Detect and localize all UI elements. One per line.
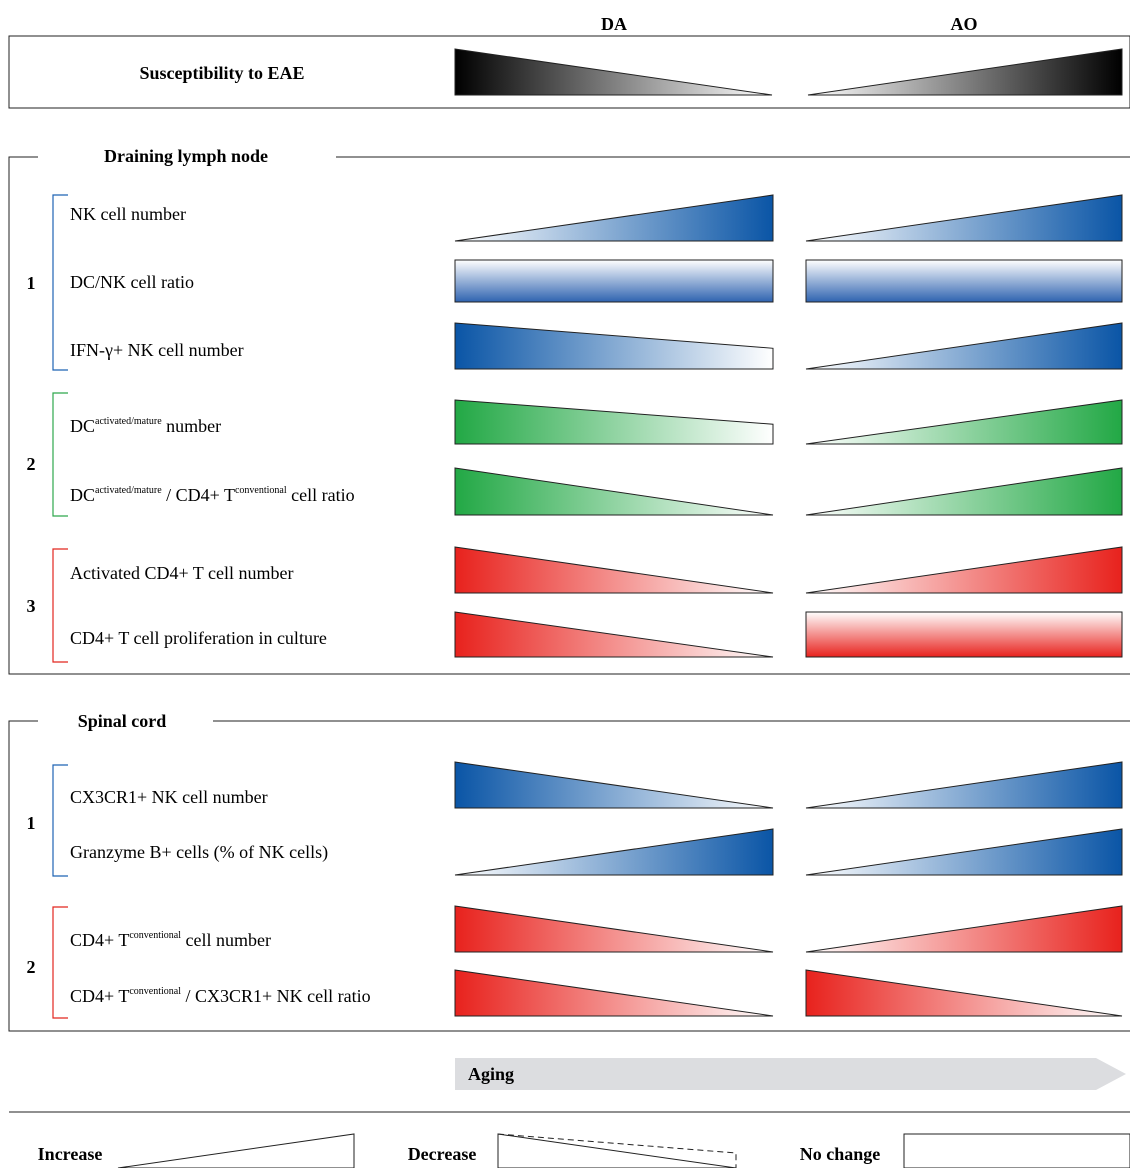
label-superscript: conventional <box>129 930 181 941</box>
bracket-sc-2 <box>52 906 68 1019</box>
row-label-cx3cr1-nk-number: CX3CR1+ NK cell number <box>70 787 268 807</box>
aging-label: Aging <box>468 1064 514 1084</box>
column-header-ao: AO <box>951 14 978 34</box>
group-number-ln-1: 1 <box>27 273 36 293</box>
susceptibility-label: Susceptibility to EAE <box>139 63 304 83</box>
indicator-shapes <box>454 194 1123 1017</box>
row-label-ifng-nk-number: IFN-γ+ NK cell number <box>70 340 244 360</box>
lymph-node-row-7-ao-indicator <box>805 611 1123 658</box>
lymph-node-row-2-ao-indicator <box>805 259 1123 303</box>
row-label-dc-cd4-ratio: DCactivated/mature / CD4+ Tconventional … <box>70 485 355 505</box>
lymph-node-title: Draining lymph node <box>104 146 268 166</box>
group-number-ln-2: 2 <box>27 454 36 474</box>
row-label-granzyme-b: Granzyme B+ cells (% of NK cells) <box>70 842 328 863</box>
group-number-sc-1: 1 <box>27 813 36 833</box>
label-part: cell number <box>181 930 271 950</box>
row-label-cd4-proliferation: CD4+ T cell proliferation in culture <box>70 628 327 648</box>
label-part: / CD4+ T <box>162 485 235 505</box>
legend-decrease-label: Decrease <box>408 1144 477 1164</box>
label-superscript: activated/mature <box>95 485 162 496</box>
lymph-node-row-7-da-indicator <box>454 611 774 658</box>
spinal-cord-row-4-ao-indicator <box>805 969 1123 1017</box>
bracket-ln-2 <box>52 392 68 517</box>
bracket-sc-1 <box>52 764 68 877</box>
lymph-node-row-3-da-indicator <box>454 322 774 370</box>
label-superscript: activated/mature <box>95 416 162 427</box>
bracket-ln-1 <box>52 194 68 371</box>
lymph-node-row-6-da-indicator <box>454 546 774 594</box>
spinal-cord-frame <box>8 720 1130 1032</box>
label-part: number <box>162 416 221 436</box>
susceptibility-box <box>8 35 1130 109</box>
lymph-node-row-4-ao-indicator <box>805 399 1123 445</box>
bracket-ln-3 <box>52 548 68 663</box>
spinal-cord-row-1-da-indicator <box>454 761 774 809</box>
spinal-cord-row-3-da-indicator <box>454 905 774 953</box>
label-superscript: conventional <box>129 986 181 997</box>
group-number-sc-2: 2 <box>27 957 36 977</box>
row-label-dc-nk-ratio: DC/NK cell ratio <box>70 272 194 292</box>
susceptibility-da-wedge <box>454 48 773 96</box>
label-part: DC <box>70 416 95 436</box>
legend-increase-label: Increase <box>38 1144 103 1164</box>
group-number-ln-3: 3 <box>27 596 36 616</box>
lymph-node-row-3-ao-indicator <box>805 322 1123 370</box>
spinal-cord-title: Spinal cord <box>78 711 167 731</box>
spinal-cord-row-2-da-indicator <box>454 828 774 876</box>
label-part: CD4+ T <box>70 986 129 1006</box>
susceptibility-ao-wedge <box>807 48 1123 96</box>
row-label-nk-cell-number: NK cell number <box>70 204 186 224</box>
row-label-activated-cd4-number: Activated CD4+ T cell number <box>70 563 293 583</box>
label-part: / CX3CR1+ NK cell ratio <box>181 986 371 1006</box>
lymph-node-row-6-ao-indicator <box>805 546 1123 594</box>
row-label-cd4-tconv-number: CD4+ Tconventional cell number <box>70 930 271 950</box>
legend-no-change-shape <box>903 1133 1130 1168</box>
spinal-cord-row-3-ao-indicator <box>805 905 1123 953</box>
lymph-node-row-5-ao-indicator <box>805 467 1123 516</box>
lymph-node-row-1-da-indicator <box>454 194 774 242</box>
legend-decrease-shape <box>497 1133 737 1168</box>
spinal-cord-row-4-da-indicator <box>454 969 774 1017</box>
row-label-dc-activated-number: DCactivated/mature number <box>70 416 221 436</box>
spinal-cord-row-2-ao-indicator <box>805 828 1123 876</box>
lymph-node-frame <box>8 156 1130 675</box>
column-header-da: DA <box>601 14 627 34</box>
aging-arrow <box>455 1058 1126 1090</box>
lymph-node-row-4-da-indicator <box>454 399 774 445</box>
legend-increase-shape <box>117 1133 355 1168</box>
lymph-node-row-5-da-indicator <box>454 467 774 516</box>
label-part: CD4+ T <box>70 930 129 950</box>
label-superscript: conventional <box>235 485 287 496</box>
spinal-cord-row-1-ao-indicator <box>805 761 1123 809</box>
label-part: cell ratio <box>287 485 355 505</box>
lymph-node-row-1-ao-indicator <box>805 194 1123 242</box>
lymph-node-row-2-da-indicator <box>454 259 774 303</box>
row-label-cd4-cx3cr1-ratio: CD4+ Tconventional / CX3CR1+ NK cell rat… <box>70 986 371 1006</box>
label-part: DC <box>70 485 95 505</box>
legend-no-change-label: No change <box>800 1144 881 1164</box>
